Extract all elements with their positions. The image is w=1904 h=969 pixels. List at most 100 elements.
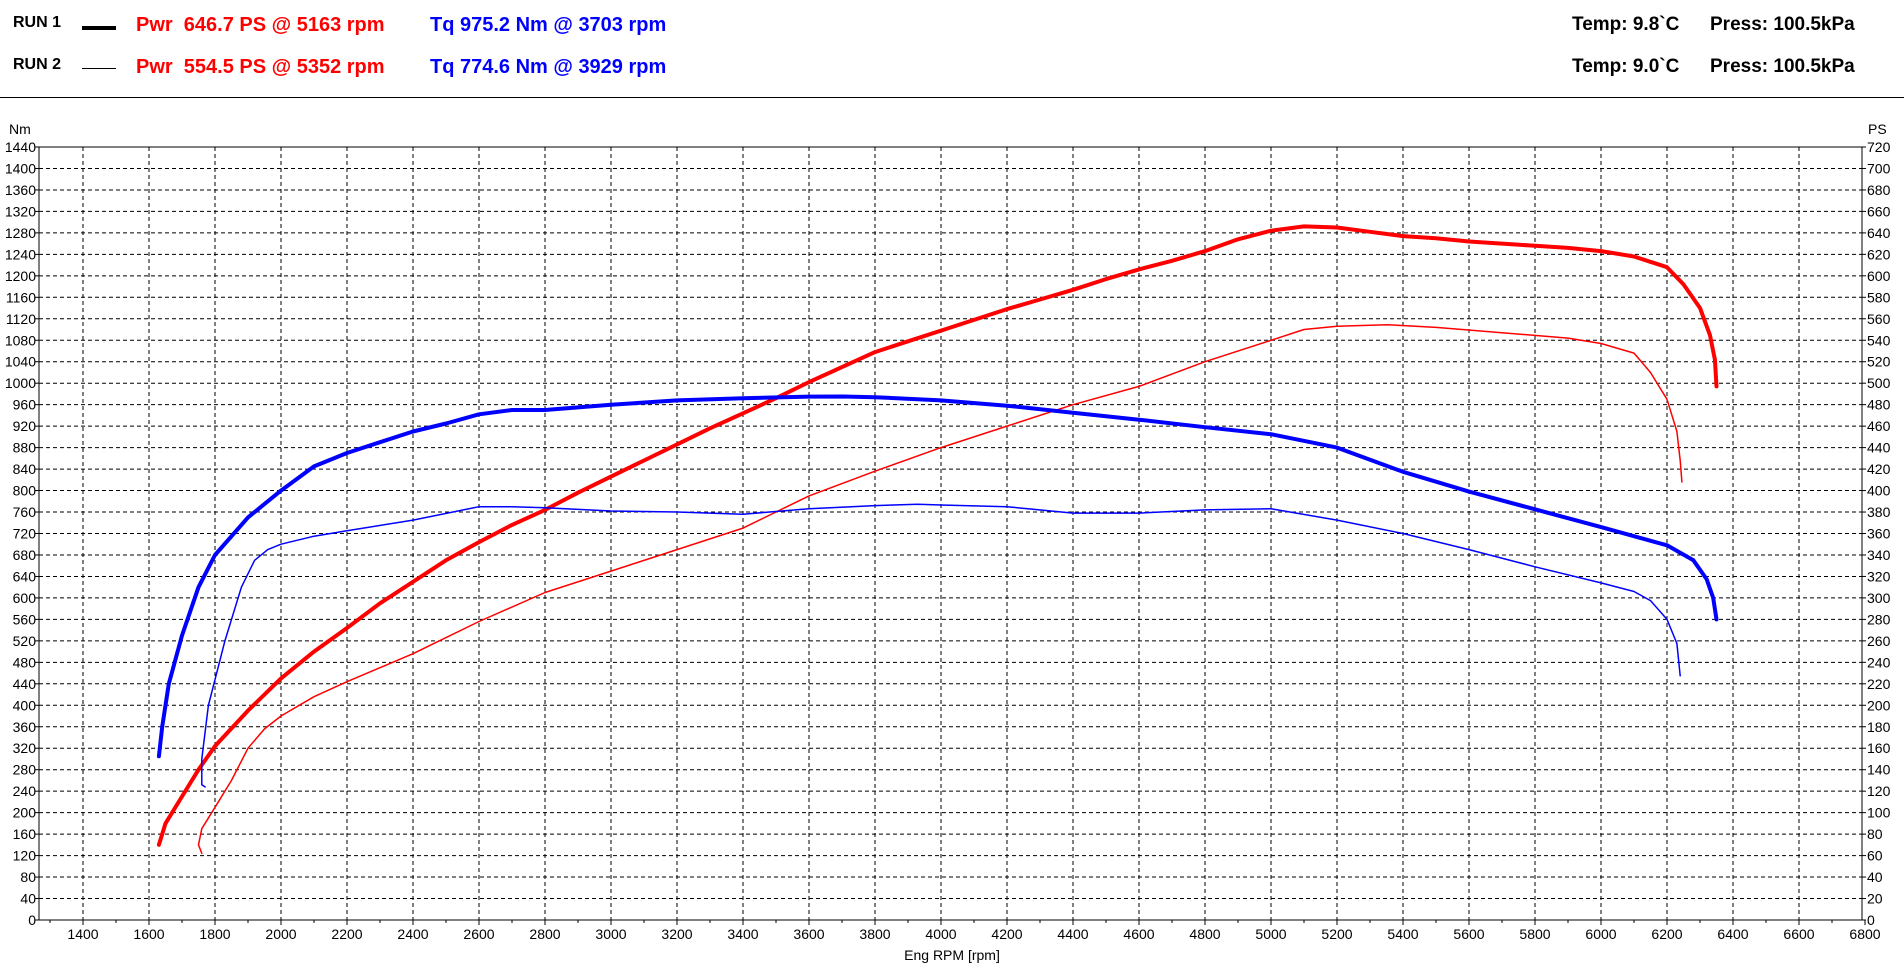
x-axis-title: Eng RPM [rpm] (904, 947, 1000, 963)
right-tick-label: 600 (1867, 268, 1891, 284)
x-tick-label: 2600 (463, 926, 494, 942)
run-1-power-curve (156, 224, 1719, 847)
left-tick-label: 720 (13, 526, 37, 542)
left-tick-label: 40 (20, 891, 36, 907)
x-tick-label: 2200 (331, 926, 362, 942)
left-tick-label: 920 (13, 418, 37, 434)
left-tick-label: 520 (13, 633, 37, 649)
x-tick-label: 1400 (67, 926, 98, 942)
x-tick-label: 6800 (1849, 926, 1880, 942)
right-tick-label: 0 (1867, 912, 1875, 928)
left-tick-label: 240 (13, 783, 37, 799)
x-tick-label: 5200 (1321, 926, 1352, 942)
x-tick-label: 6600 (1783, 926, 1814, 942)
left-tick-label: 1000 (5, 375, 36, 391)
left-tick-label: 320 (13, 740, 37, 756)
left-tick-label: 1280 (5, 225, 36, 241)
run-1-summary-row: RUN 1 Pwr 646.7 PS @ 5163 rpm Tq 975.2 N… (0, 14, 1904, 44)
left-tick-label: 360 (13, 719, 37, 735)
left-tick-label: 120 (13, 848, 37, 864)
x-tick-label: 6200 (1651, 926, 1682, 942)
run-2-power-peak: Pwr 554.5 PS @ 5352 rpm (136, 56, 385, 78)
series-layer (156, 224, 1719, 855)
right-tick-label: 460 (1867, 418, 1891, 434)
right-tick-label: 720 (1867, 139, 1891, 155)
header-divider (0, 97, 1904, 98)
right-tick-label: 700 (1867, 160, 1891, 176)
grid-layer (39, 147, 1862, 920)
x-tick-label: 4400 (1057, 926, 1088, 942)
right-tick-label: 440 (1867, 440, 1891, 456)
left-tick-label: 840 (13, 461, 37, 477)
axis-layer: 0 0 40 20 80 40 120 60 160 80 200 100 240 120 280 140 32… (5, 139, 1891, 942)
right-tick-label: 420 (1867, 461, 1891, 477)
right-tick-label: 280 (1867, 611, 1891, 627)
left-tick-label: 440 (13, 676, 37, 692)
left-tick-label: 1120 (6, 311, 36, 327)
run-2-line-swatch (82, 68, 116, 69)
run-1-power-peak: Pwr 646.7 PS @ 5163 rpm (136, 14, 385, 36)
right-tick-label: 320 (1867, 568, 1891, 584)
x-tick-label: 5600 (1453, 926, 1484, 942)
left-tick-label: 1080 (5, 332, 36, 348)
run-2-temperature: Temp: 9.0`C (1572, 56, 1680, 77)
run-2-power-curve (197, 323, 1683, 855)
left-tick-label: 1440 (5, 139, 36, 155)
x-tick-label: 3600 (793, 926, 824, 942)
right-tick-label: 140 (1867, 762, 1891, 778)
run-1-temperature: Temp: 9.8`C (1572, 14, 1680, 35)
x-tick-label: 4800 (1189, 926, 1220, 942)
right-tick-label: 40 (1867, 869, 1883, 885)
x-tick-label: 6400 (1717, 926, 1748, 942)
left-tick-label: 1320 (5, 203, 36, 219)
run-2-torque-peak: Tq 774.6 Nm @ 3929 rpm (430, 56, 667, 78)
right-tick-label: 60 (1867, 848, 1883, 864)
run-summary-header: RUN 1 Pwr 646.7 PS @ 5163 rpm Tq 975.2 N… (0, 0, 1904, 98)
left-tick-label: 160 (13, 826, 37, 842)
left-tick-label: 760 (13, 504, 37, 520)
right-tick-label: 180 (1867, 719, 1891, 735)
right-tick-label: 500 (1867, 375, 1891, 391)
x-tick-label: 4200 (991, 926, 1022, 942)
left-tick-label: 480 (13, 654, 37, 670)
right-tick-label: 360 (1867, 526, 1891, 542)
run-2-summary-row: RUN 2 Pwr 554.5 PS @ 5352 rpm Tq 774.6 N… (0, 56, 1904, 86)
run-1-line-swatch (82, 26, 116, 30)
x-tick-label: 5000 (1255, 926, 1286, 942)
right-tick-label: 680 (1867, 182, 1891, 198)
right-tick-label: 640 (1867, 225, 1891, 241)
left-tick-label: 400 (13, 697, 37, 713)
right-tick-label: 160 (1867, 740, 1891, 756)
left-tick-label: 1200 (5, 268, 36, 284)
run-1-label: RUN 1 (13, 14, 62, 31)
run-1-torque-curve (156, 394, 1719, 759)
right-tick-label: 660 (1867, 203, 1891, 219)
dyno-chart: 0 0 40 20 80 40 120 60 160 80 200 100 240 120 280 140 32… (5, 121, 1891, 963)
run-1-pressure: Press: 100.5kPa (1710, 14, 1855, 35)
left-tick-label: 1160 (6, 289, 36, 305)
x-tick-label: 1800 (199, 926, 230, 942)
right-tick-label: 20 (1867, 891, 1883, 907)
right-tick-label: 120 (1867, 783, 1891, 799)
left-tick-label: 200 (13, 805, 37, 821)
right-tick-label: 540 (1867, 332, 1891, 348)
left-tick-label: 960 (13, 397, 37, 413)
left-tick-label: 880 (13, 440, 37, 456)
run-2-pressure: Press: 100.5kPa (1710, 56, 1855, 77)
left-tick-label: 1360 (5, 182, 36, 198)
right-tick-label: 240 (1867, 654, 1891, 670)
right-tick-label: 220 (1867, 676, 1891, 692)
right-tick-label: 580 (1867, 289, 1891, 305)
right-tick-label: 400 (1867, 483, 1891, 499)
x-tick-label: 3200 (661, 926, 692, 942)
x-tick-label: 3400 (727, 926, 758, 942)
right-tick-label: 200 (1867, 697, 1891, 713)
left-tick-label: 1040 (5, 354, 36, 370)
left-tick-label: 560 (13, 611, 37, 627)
left-axis-unit: Nm (9, 121, 31, 137)
x-tick-label: 4600 (1123, 926, 1154, 942)
right-tick-label: 260 (1867, 633, 1891, 649)
x-tick-label: 2800 (529, 926, 560, 942)
x-tick-label: 5400 (1387, 926, 1418, 942)
right-tick-label: 560 (1867, 311, 1891, 327)
